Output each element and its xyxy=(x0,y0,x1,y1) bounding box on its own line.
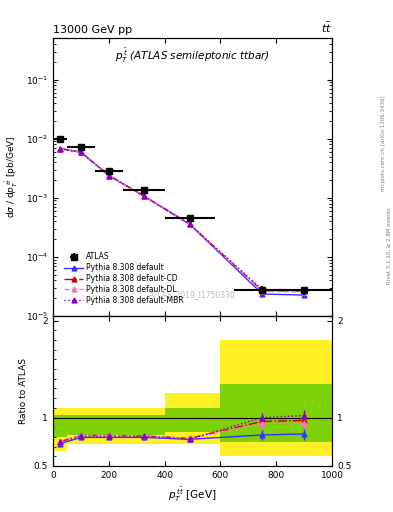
Pythia 8.308 default-MBR xyxy=(107,173,111,179)
Line: Pythia 8.308 default-CD: Pythia 8.308 default-CD xyxy=(58,146,307,293)
Text: $p_T^{\,\bar{t}}$ (ATLAS semileptonic ttbar): $p_T^{\,\bar{t}}$ (ATLAS semileptonic tt… xyxy=(115,47,270,65)
Pythia 8.308 default-DL xyxy=(58,145,62,152)
Pythia 8.308 default-CD xyxy=(141,193,146,199)
Pythia 8.308 default-MBR xyxy=(260,286,265,292)
Line: Pythia 8.308 default: Pythia 8.308 default xyxy=(58,146,307,297)
Pythia 8.308 default-DL xyxy=(260,288,265,294)
Line: Pythia 8.308 default-DL: Pythia 8.308 default-DL xyxy=(58,146,307,294)
Line: Pythia 8.308 default-MBR: Pythia 8.308 default-MBR xyxy=(58,146,307,292)
Pythia 8.308 default-MBR xyxy=(79,149,83,155)
Pythia 8.308 default-DL xyxy=(79,149,83,155)
Pythia 8.308 default-DL xyxy=(141,193,146,199)
Pythia 8.308 default-MBR xyxy=(187,221,192,227)
Pythia 8.308 default-MBR xyxy=(58,145,62,152)
Pythia 8.308 default-CD xyxy=(302,288,307,294)
Pythia 8.308 default-MBR xyxy=(141,193,146,199)
Pythia 8.308 default xyxy=(58,145,62,152)
Pythia 8.308 default-DL xyxy=(107,172,111,178)
X-axis label: $p_T^{\,t\bar{t}}$ [GeV]: $p_T^{\,t\bar{t}}$ [GeV] xyxy=(168,485,217,504)
Pythia 8.308 default xyxy=(260,291,265,297)
Y-axis label: Ratio to ATLAS: Ratio to ATLAS xyxy=(19,358,28,424)
Pythia 8.308 default xyxy=(107,173,111,179)
Text: mcplots.cern.ch [arXiv:1306.3436]: mcplots.cern.ch [arXiv:1306.3436] xyxy=(381,96,386,191)
Pythia 8.308 default-CD xyxy=(79,149,83,155)
Pythia 8.308 default-DL xyxy=(302,289,307,295)
Pythia 8.308 default xyxy=(187,221,192,227)
Text: ATLAS_2019_I1750330: ATLAS_2019_I1750330 xyxy=(149,290,236,299)
Pythia 8.308 default xyxy=(302,292,307,298)
Pythia 8.308 default-MBR xyxy=(302,287,307,293)
Pythia 8.308 default-CD xyxy=(260,288,265,294)
Pythia 8.308 default-CD xyxy=(58,145,62,152)
Pythia 8.308 default xyxy=(79,149,83,155)
Text: $t\bar{t}$: $t\bar{t}$ xyxy=(321,20,332,35)
Pythia 8.308 default xyxy=(141,193,146,199)
Pythia 8.308 default-DL xyxy=(187,221,192,227)
Legend: ATLAS, Pythia 8.308 default, Pythia 8.308 default-CD, Pythia 8.308 default-DL, P: ATLAS, Pythia 8.308 default, Pythia 8.30… xyxy=(62,251,185,307)
Y-axis label: d$\sigma$ / d$p_T^{\,t\bar{t}}$ [pb/GeV]: d$\sigma$ / d$p_T^{\,t\bar{t}}$ [pb/GeV] xyxy=(4,136,20,219)
Pythia 8.308 default-CD xyxy=(107,172,111,178)
Text: Rivet 3.1.10, ≥ 2.8M events: Rivet 3.1.10, ≥ 2.8M events xyxy=(387,207,391,284)
Pythia 8.308 default-CD xyxy=(187,221,192,227)
Text: 13000 GeV pp: 13000 GeV pp xyxy=(53,25,132,35)
